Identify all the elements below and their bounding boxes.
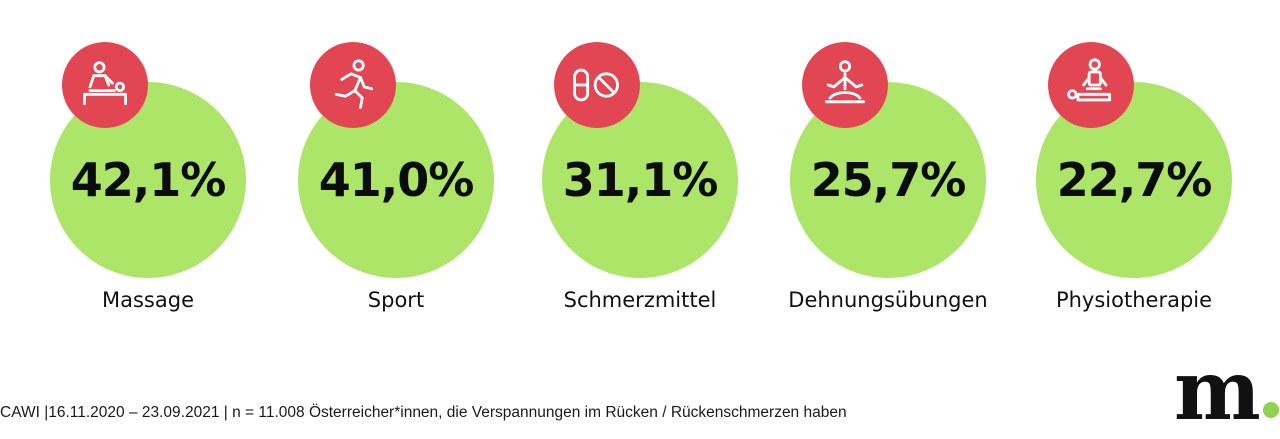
logo-letter: m: [1174, 343, 1261, 439]
brand-logo: m: [1174, 343, 1279, 439]
running-icon: [310, 42, 396, 128]
physiotherapy-icon: [1048, 42, 1134, 128]
footnote: CAWI |16.11.2020 – 23.09.2021 | n = 11.0…: [0, 404, 847, 421]
category-label: Schmerzmittel: [563, 288, 717, 312]
value-label: 31,1%: [562, 153, 719, 207]
category-label: Massage: [102, 288, 194, 312]
chart-item: 25,7% Dehnungsübungen: [788, 0, 990, 330]
category-label: Physiotherapie: [1055, 288, 1213, 312]
category-label: Sport: [367, 288, 425, 312]
value-label: 22,7%: [1056, 153, 1213, 207]
chart-item: 22,7% Physiotherapie: [1036, 0, 1236, 330]
massage-icon: [62, 42, 148, 128]
value-label: 42,1%: [70, 153, 227, 207]
value-label: 41,0%: [318, 153, 475, 207]
category-label: Dehnungsübungen: [788, 288, 988, 312]
pills-icon: [554, 42, 640, 128]
meditation-icon: [802, 42, 888, 128]
chart-item: 41,0% Sport: [298, 0, 498, 330]
chart-item: 42,1% Massage: [50, 0, 250, 330]
value-label: 25,7%: [810, 153, 967, 207]
chart-item: 31,1% Schmerzmittel: [542, 0, 742, 330]
logo-dot: [1262, 402, 1279, 418]
